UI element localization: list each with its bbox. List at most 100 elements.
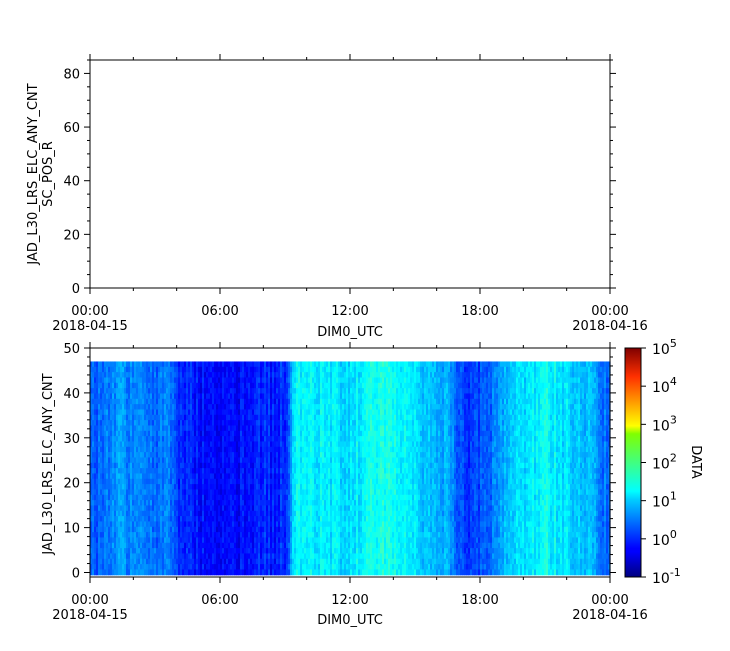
heatmap-cell: [278, 558, 281, 565]
heatmap-cell: [234, 441, 237, 448]
heatmap-cell: [248, 409, 251, 416]
heatmap-cell: [228, 564, 231, 571]
heatmap-cell: [196, 377, 199, 384]
heatmap-cell: [246, 494, 249, 501]
heatmap-cell: [180, 473, 183, 480]
heatmap-cell: [320, 532, 323, 539]
heatmap-cell: [296, 500, 299, 507]
heatmap-cell: [130, 398, 133, 405]
heatmap-cell: [128, 532, 131, 539]
heatmap-cell: [92, 436, 95, 443]
heatmap-cell: [240, 494, 243, 501]
heatmap-cell: [202, 526, 205, 533]
heatmap-cell: [120, 388, 123, 395]
heatmap-cell: [248, 388, 251, 395]
heatmap-cell: [194, 516, 197, 523]
heatmap-cell: [230, 532, 233, 539]
heatmap-cell: [186, 548, 189, 555]
heatmap-cell: [306, 542, 309, 549]
heatmap-cell: [310, 510, 313, 517]
heatmap-cell: [216, 537, 219, 544]
heatmap-cell: [138, 366, 141, 373]
heatmap-cell: [192, 564, 195, 571]
heatmap-cell: [318, 382, 321, 389]
heatmap-cell: [214, 430, 217, 437]
heatmap-cell: [124, 452, 127, 459]
heatmap-cell: [270, 500, 273, 507]
heatmap-cell: [266, 553, 269, 560]
heatmap-cell: [308, 526, 311, 533]
heatmap-cell: [176, 505, 179, 512]
heatmap-cell: [172, 382, 175, 389]
heatmap-cell: [276, 537, 279, 544]
heatmap-cell: [300, 532, 303, 539]
heatmap-cell: [132, 457, 135, 464]
heatmap-cell: [164, 372, 167, 379]
heatmap-cell: [104, 388, 107, 395]
heatmap-cell: [214, 484, 217, 491]
heatmap-cell: [216, 436, 219, 443]
heatmap-cell: [100, 569, 103, 576]
heatmap-cell: [250, 382, 253, 389]
heatmap-cell: [232, 393, 235, 400]
heatmap-cell: [296, 462, 299, 469]
heatmap-cell: [118, 542, 121, 549]
heatmap-cell: [254, 468, 257, 475]
heatmap-cell: [270, 393, 273, 400]
heatmap-cell: [212, 569, 215, 576]
heatmap-cell: [96, 542, 99, 549]
heatmap-cell: [260, 441, 263, 448]
heatmap-cell: [212, 377, 215, 384]
heatmap-cell: [134, 553, 137, 560]
heatmap-cell: [128, 446, 131, 453]
heatmap-cell: [154, 446, 157, 453]
heatmap-cell: [164, 558, 167, 565]
heatmap-cell: [262, 457, 265, 464]
heatmap-cell: [110, 553, 113, 560]
heatmap-cell: [288, 516, 291, 523]
heatmap-cell: [296, 532, 299, 539]
heatmap-cell: [132, 521, 135, 528]
heatmap-cell: [102, 393, 105, 400]
heatmap-cell: [108, 361, 111, 368]
heatmap-cell: [224, 510, 227, 517]
heatmap-cell: [132, 473, 135, 480]
heatmap-cell: [246, 542, 249, 549]
heatmap-cell: [318, 436, 321, 443]
heatmap-cell: [306, 564, 309, 571]
heatmap-cell: [220, 366, 223, 373]
heatmap-cell: [294, 532, 297, 539]
heatmap-cell: [148, 505, 151, 512]
heatmap-cell: [146, 468, 149, 475]
heatmap-cell: [246, 532, 249, 539]
heatmap-cell: [230, 361, 233, 368]
heatmap-cell: [204, 409, 207, 416]
heatmap-cell: [102, 532, 105, 539]
heatmap-cell: [206, 468, 209, 475]
heatmap-cell: [256, 388, 259, 395]
heatmap-cell: [134, 526, 137, 533]
heatmap-cell: [156, 377, 159, 384]
heatmap-cell: [124, 532, 127, 539]
heatmap-cell: [128, 377, 131, 384]
heatmap-cell: [112, 494, 115, 501]
heatmap-cell: [144, 494, 147, 501]
heatmap-cell: [320, 452, 323, 459]
heatmap-cell: [108, 484, 111, 491]
heatmap-cell: [104, 425, 107, 432]
heatmap-cell: [100, 505, 103, 512]
heatmap-cell: [258, 548, 261, 555]
heatmap-cell: [248, 404, 251, 411]
heatmap-cell: [152, 516, 155, 523]
heatmap-cell: [198, 484, 201, 491]
heatmap-cell: [92, 457, 95, 464]
heatmap-cell: [216, 430, 219, 437]
heatmap-cell: [146, 489, 149, 496]
heatmap-cell: [304, 425, 307, 432]
heatmap-cell: [244, 537, 247, 544]
heatmap-cell: [190, 377, 193, 384]
heatmap-cell: [180, 478, 183, 485]
heatmap-cell: [298, 526, 301, 533]
heatmap-cell: [120, 521, 123, 528]
heatmap-cell: [150, 548, 153, 555]
